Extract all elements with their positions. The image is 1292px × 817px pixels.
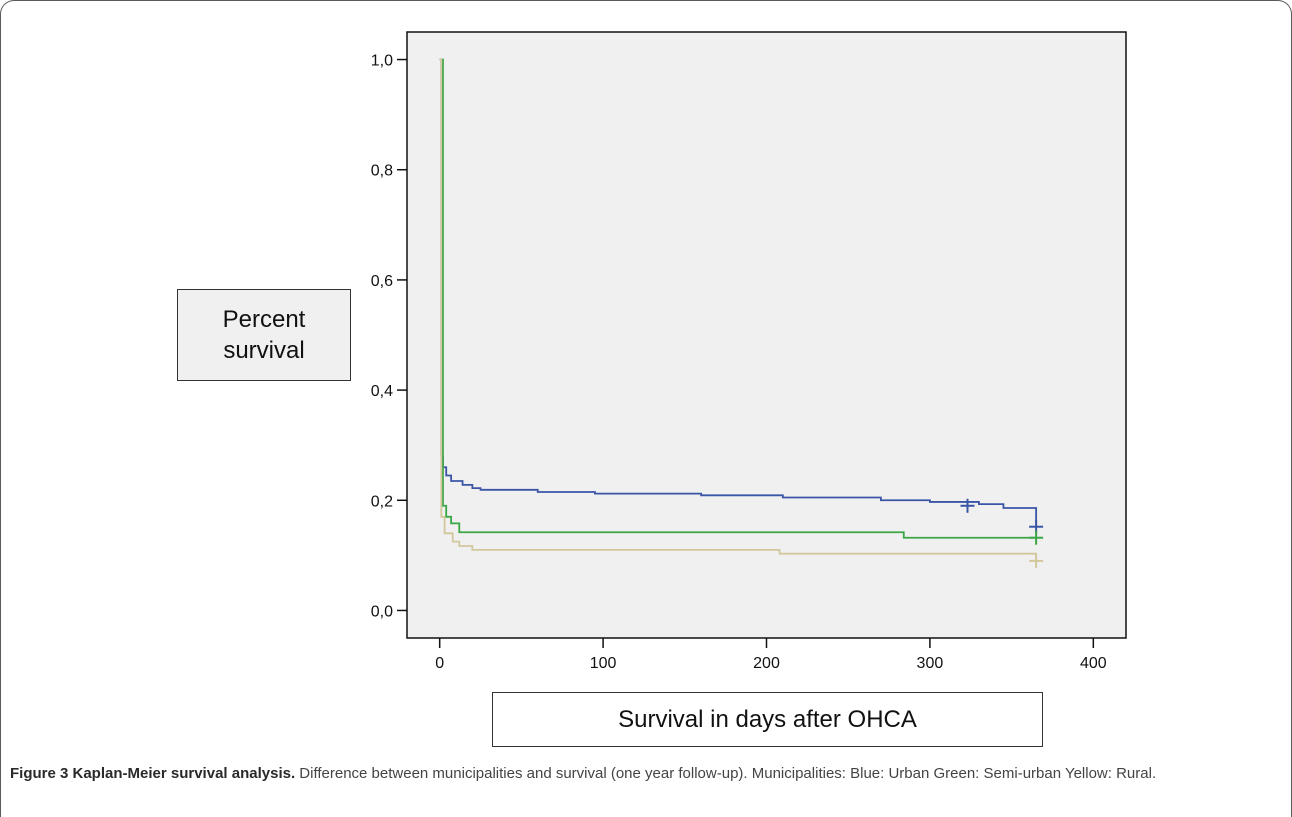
y-axis-title: Percent survival [177,289,351,381]
censor-mark [960,498,975,513]
plot-area [406,31,1127,639]
y-tick-label: 0,2 [371,493,393,510]
y-axis-title-text: Percent survival [222,306,306,364]
series-layer [439,58,1044,568]
series-line-0 [439,58,1038,527]
series-line-2 [439,58,1038,561]
y-tick-label: 0,0 [371,603,393,620]
caption-title: Figure 3 Kaplan-Meier survival analysis. [10,765,296,782]
y-tick-label: 0,8 [371,163,393,180]
censor-mark [1029,530,1044,545]
x-tick-label: 400 [1080,655,1107,672]
x-tick-label: 0 [435,655,444,672]
x-axis-title: Survival in days after OHCA [492,692,1043,747]
series-line-1 [439,58,1037,539]
x-tick-label: 200 [753,655,780,672]
y-axis: 0,0 0,2 0,4 0,6 0,8 1,0 [371,53,407,620]
y-tick-label: 0,4 [371,383,393,400]
x-axis: 0 100 200 300 400 [435,638,1107,672]
y-tick-label: 1,0 [371,53,393,70]
figure-caption: Figure 3 Kaplan-Meier survival analysis.… [10,762,1280,786]
caption-text: Difference between municipalities and su… [299,765,1157,782]
x-tick-label: 100 [590,655,617,672]
x-tick-label: 300 [917,655,944,672]
y-tick-label: 0,6 [371,273,393,290]
censor-mark [1029,553,1044,568]
x-axis-title-text: Survival in days after OHCA [618,705,917,733]
